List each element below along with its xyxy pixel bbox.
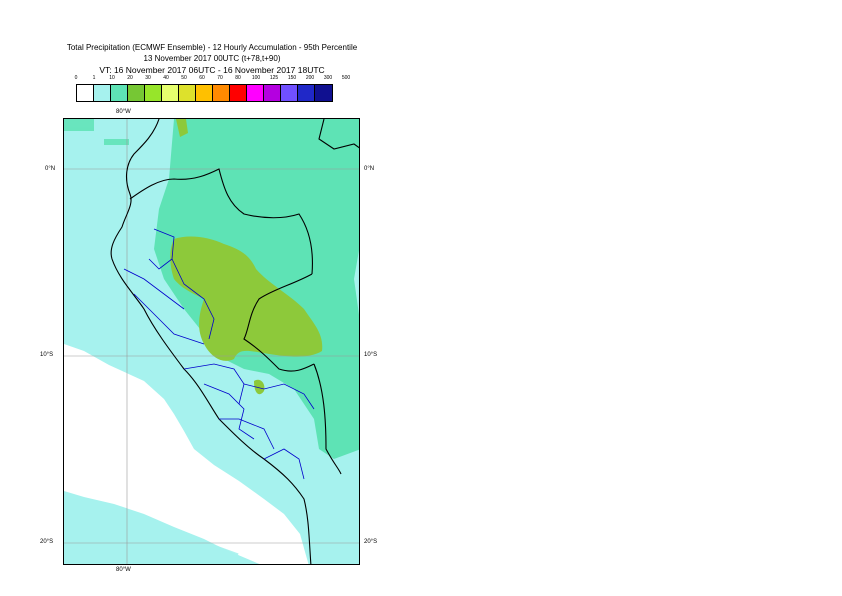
scale-box-4	[145, 85, 162, 101]
scale-label-10: 100	[251, 75, 261, 81]
scale-label-8: 70	[217, 75, 223, 81]
scale-box-11	[264, 85, 281, 101]
scale-label-14: 300	[323, 75, 333, 81]
scale-label-0: 0	[74, 75, 78, 81]
lon-label-top: 80°W	[116, 109, 131, 115]
admin-borders	[123, 228, 315, 480]
scale-box-5	[162, 85, 179, 101]
scale-box-2	[111, 85, 128, 101]
scale-label-7: 60	[199, 75, 205, 81]
scale-label-1: 1	[92, 75, 96, 81]
scale-box-6	[179, 85, 196, 101]
scale-box-10	[247, 85, 264, 101]
scale-label-11: 125	[269, 75, 279, 81]
scale-label-3: 20	[127, 75, 133, 81]
lat-label-left-20s: 20°S	[40, 539, 54, 545]
lat-label-right-20s: 20°S	[364, 539, 378, 545]
scale-label-2: 10	[109, 75, 115, 81]
precipitation-map	[63, 118, 360, 565]
land-precip-heavy	[170, 236, 323, 361]
scale-box-14	[315, 85, 332, 101]
scale-box-8	[213, 85, 230, 101]
dry-ocean-area	[64, 344, 309, 564]
lat-label-right-0: 0°N	[364, 166, 375, 172]
scale-box-9	[230, 85, 247, 101]
scale-label-12: 150	[287, 75, 297, 81]
map-canvas	[64, 119, 359, 564]
lat-label-left-10s: 10°S	[40, 352, 54, 358]
scale-label-6: 50	[181, 75, 187, 81]
lon-label-bottom: 80°W	[116, 567, 131, 573]
ocean-medium-streaks	[64, 119, 344, 194]
scale-box-7	[196, 85, 213, 101]
title-line-3: VT: 16 November 2017 06UTC - 16 November…	[99, 65, 325, 75]
land-precip-heavy-top	[176, 119, 188, 137]
scale-box-1	[94, 85, 111, 101]
scale-label-4: 30	[145, 75, 151, 81]
color-scale-boxes	[76, 84, 333, 102]
scale-label-9: 80	[235, 75, 241, 81]
lat-label-left-0: 0°N	[45, 166, 56, 172]
scale-label-13: 200	[305, 75, 315, 81]
scale-box-12	[281, 85, 298, 101]
scale-label-5: 40	[163, 75, 169, 81]
scale-box-3	[128, 85, 145, 101]
scale-box-0	[77, 85, 94, 101]
country-borders	[110, 119, 359, 564]
lat-label-right-10s: 10°S	[364, 352, 378, 358]
scale-box-13	[298, 85, 315, 101]
title-line-2: 13 November 2017 00UTC (t+78,t+90)	[143, 54, 281, 63]
graticule	[64, 119, 359, 564]
land-precip-heavy-south	[254, 379, 265, 395]
title-line-1: Total Precipitation (ECMWF Ensemble) - 1…	[66, 43, 358, 52]
ocean-streaks	[74, 498, 239, 557]
scale-label-15: 500	[341, 75, 351, 81]
